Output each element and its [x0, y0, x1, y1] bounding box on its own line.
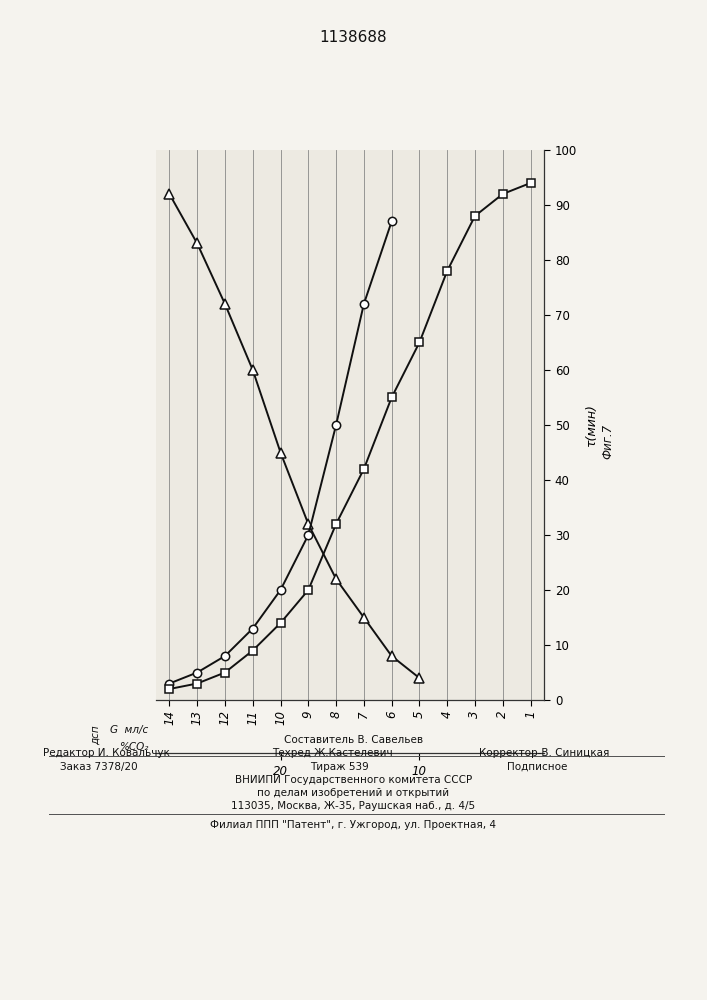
Text: Техред Ж.Кастелевич: Техред Ж.Кастелевич [272, 748, 392, 758]
Text: Редактор И. Ковальчук: Редактор И. Ковальчук [42, 748, 170, 758]
Text: %CO₂: %CO₂ [119, 742, 148, 752]
Text: ВНИИПИ Государственного комитета СССР: ВНИИПИ Государственного комитета СССР [235, 775, 472, 785]
Text: Составитель В. Савельев: Составитель В. Савельев [284, 735, 423, 745]
Text: 1138688: 1138688 [320, 30, 387, 45]
Text: дсп: дсп [90, 725, 100, 745]
Text: Филиал ППП "Патент", г. Ужгород, ул. Проектная, 4: Филиал ППП "Патент", г. Ужгород, ул. Про… [211, 820, 496, 830]
Text: 113035, Москва, Ж-35, Раушская наб., д. 4/5: 113035, Москва, Ж-35, Раушская наб., д. … [231, 801, 476, 811]
Text: Тираж 539: Тираж 539 [310, 762, 369, 772]
Text: G  мл/с: G мл/с [110, 725, 148, 735]
Text: Фиг.7: Фиг.7 [602, 424, 614, 459]
Text: Подписное: Подписное [507, 762, 568, 772]
Text: Корректор-В. Синицкая: Корректор-В. Синицкая [479, 748, 609, 758]
Text: Заказ 7378/20: Заказ 7378/20 [60, 762, 138, 772]
Y-axis label: τ(мин): τ(мин) [585, 404, 598, 446]
Text: по делам изобретений и открытий: по делам изобретений и открытий [257, 788, 450, 798]
